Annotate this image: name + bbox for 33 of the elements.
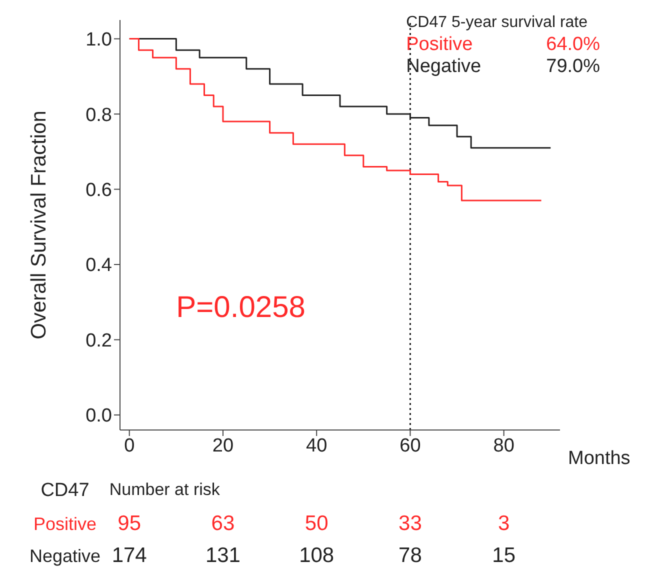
annotation: 79.0% — [546, 56, 600, 78]
annotation: P=0.0258 — [176, 290, 306, 325]
text: 78 — [398, 544, 423, 568]
x-tick-label: 60 — [400, 435, 421, 456]
y-tick-label: 0.8 — [86, 104, 112, 126]
legend-title: CD47 5-year survival rate — [406, 14, 589, 32]
text: 131 — [204, 544, 242, 568]
text: 63 — [210, 512, 236, 536]
text: Negative — [29, 546, 101, 566]
text: 50 — [304, 512, 330, 536]
x-tick-label: 0 — [124, 435, 135, 456]
text: 3 — [496, 512, 511, 536]
text: Positive — [406, 34, 474, 56]
text: Positive — [33, 514, 97, 534]
text: CD47 — [40, 480, 90, 502]
text: 33 — [398, 512, 423, 536]
y-axis-title: Overall Survival Fraction — [27, 110, 50, 340]
text: 174 — [110, 544, 148, 568]
text: 108 — [298, 544, 336, 568]
y-tick-label: 0.0 — [86, 406, 112, 427]
x-tick-label: 40 — [306, 435, 328, 456]
y-tick-label: 0.6 — [86, 180, 112, 202]
text: Number at risk — [109, 480, 220, 500]
series-label: Negative — [406, 56, 482, 78]
text: 15 — [491, 544, 516, 568]
x-axis-title: Months — [568, 448, 630, 469]
x-tick-label: 80 — [493, 435, 514, 456]
text: 95 — [116, 512, 142, 536]
annotation: 64.0% — [546, 34, 600, 56]
x-tick-label: 20 — [212, 435, 234, 456]
y-tick-label: 0.4 — [86, 255, 112, 276]
y-tick-label: 0.2 — [86, 330, 112, 352]
y-tick-label: 1.0 — [86, 30, 112, 51]
